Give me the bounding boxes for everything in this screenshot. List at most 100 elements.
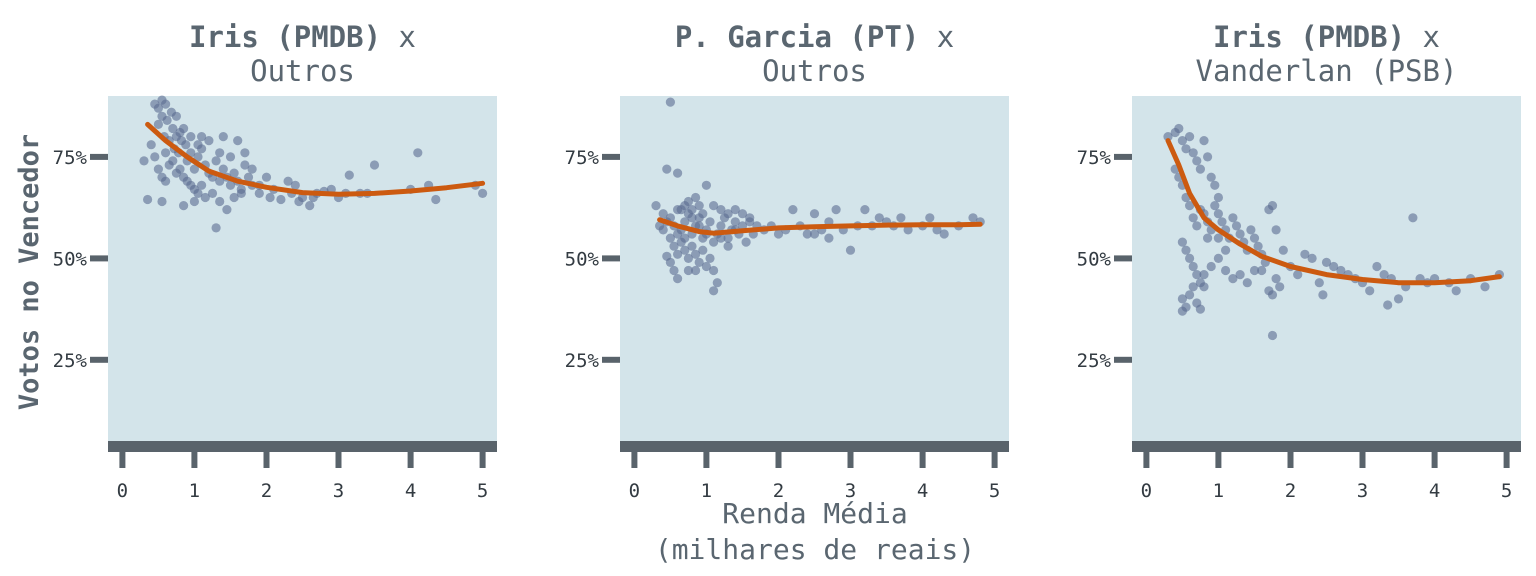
data-point <box>1365 286 1375 296</box>
data-point <box>229 192 239 203</box>
data-point <box>680 245 690 255</box>
data-point <box>1174 123 1184 134</box>
data-point <box>1300 249 1310 259</box>
y-tick <box>90 255 108 262</box>
data-point <box>179 201 189 211</box>
x-tick <box>775 452 782 468</box>
data-point <box>1199 270 1209 280</box>
data-point <box>669 241 679 251</box>
y-tick <box>90 356 108 363</box>
data-point <box>1246 225 1256 235</box>
data-point <box>1336 265 1346 276</box>
data-point <box>240 148 250 158</box>
data-point <box>1213 253 1223 263</box>
y-tick <box>602 153 620 160</box>
data-point <box>243 172 254 182</box>
data-point <box>1329 261 1339 272</box>
y-tick <box>90 153 108 160</box>
data-point <box>709 237 719 247</box>
data-point <box>1249 265 1260 276</box>
data-point <box>1185 253 1195 263</box>
data-point <box>939 229 949 239</box>
data-point <box>925 213 935 223</box>
data-point <box>1307 253 1317 263</box>
data-point <box>157 196 167 207</box>
data-point <box>665 97 676 107</box>
data-point <box>431 194 441 205</box>
x-tick-label: 3 <box>845 480 856 502</box>
data-point <box>150 152 160 162</box>
data-point <box>741 237 751 247</box>
data-point <box>1235 270 1245 280</box>
x-tick-label: 3 <box>1357 480 1368 502</box>
panel-title: P. Garcia (PT) x <box>675 20 954 54</box>
data-point <box>211 223 221 233</box>
data-point <box>896 213 906 223</box>
data-point <box>1213 209 1223 219</box>
data-point <box>1379 270 1389 280</box>
data-point <box>1228 213 1238 223</box>
data-point <box>1188 148 1198 158</box>
data-point <box>157 111 167 121</box>
data-point <box>709 265 719 276</box>
data-point <box>294 196 304 207</box>
data-point <box>968 213 978 223</box>
data-point <box>229 168 239 178</box>
data-point <box>1192 221 1202 231</box>
data-point <box>215 148 225 158</box>
trend-line <box>657 217 983 236</box>
x-tick-label: 2 <box>773 480 784 502</box>
data-point <box>225 180 236 190</box>
data-point <box>662 251 672 261</box>
data-point <box>161 148 171 158</box>
data-point <box>193 188 203 198</box>
panel-title: Iris (PMDB) x <box>1213 20 1440 54</box>
data-point <box>1275 282 1285 292</box>
data-point <box>691 265 701 276</box>
panel-title: Iris (PMDB) x <box>189 20 416 54</box>
data-point <box>1271 225 1281 235</box>
data-point <box>211 156 221 166</box>
x-axis-line <box>108 441 497 452</box>
panel-title-suffix: x <box>1405 20 1440 54</box>
data-point <box>698 209 708 219</box>
x-tick <box>119 452 126 468</box>
data-point <box>215 196 225 207</box>
data-point <box>1221 265 1231 276</box>
data-point <box>680 217 690 227</box>
data-point <box>1393 294 1404 304</box>
data-point <box>658 209 668 219</box>
panel-subtitle: Outros <box>762 54 867 88</box>
data-point <box>265 192 275 203</box>
data-point <box>673 168 683 178</box>
x-tick <box>1431 452 1438 468</box>
panel-title-bold: Iris (PMDB) <box>1213 20 1405 54</box>
data-point <box>662 164 672 174</box>
data-point <box>1192 156 1202 166</box>
data-point <box>276 194 286 205</box>
data-point <box>809 209 820 219</box>
data-point <box>197 180 207 190</box>
data-point <box>290 180 300 190</box>
data-point <box>658 225 668 235</box>
data-point <box>1210 201 1220 211</box>
panel-title-bold: Iris (PMDB) <box>189 20 381 54</box>
data-point <box>197 132 207 142</box>
data-point <box>874 213 884 223</box>
y-tick <box>602 356 620 363</box>
x-tick <box>703 452 710 468</box>
data-point <box>802 229 812 239</box>
data-point <box>903 225 913 235</box>
data-point <box>215 176 225 186</box>
x-tick-label: 5 <box>477 480 488 502</box>
data-point <box>1372 261 1382 272</box>
x-tick <box>191 452 198 468</box>
data-point <box>730 205 740 215</box>
data-point <box>701 261 712 272</box>
y-tick-label: 75% <box>53 147 88 169</box>
data-point <box>716 233 726 243</box>
data-point <box>478 188 488 198</box>
